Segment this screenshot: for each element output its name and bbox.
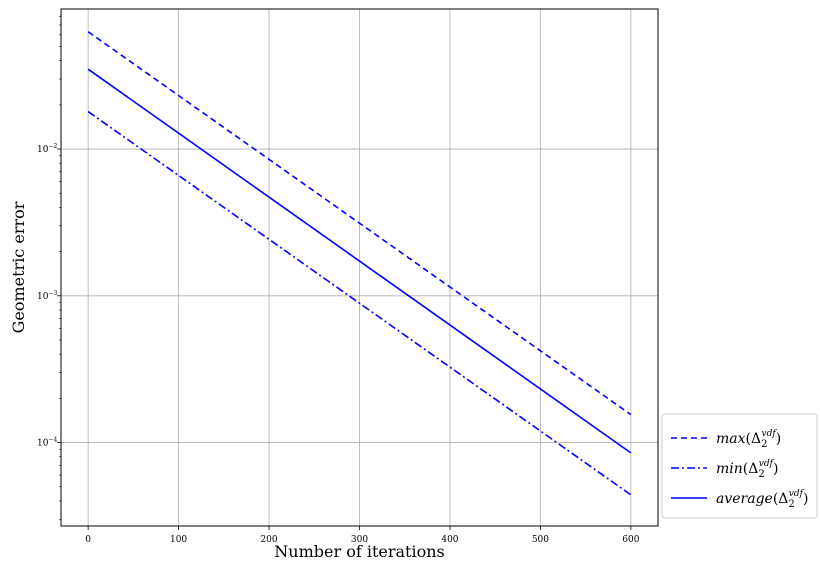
x-tick-label: 400 — [441, 535, 458, 545]
legend-subscript: 2 — [788, 499, 794, 510]
legend-entry: min(Δ2vdf) — [716, 459, 778, 480]
x-tick-label: 300 — [351, 535, 368, 545]
y-tick-base: 10 — [37, 292, 49, 302]
legend-superscript: vdf — [789, 489, 805, 499]
y-tick-label: 10−2 — [37, 143, 57, 155]
x-tick-label: 0 — [85, 535, 91, 545]
legend-subscript: 2 — [758, 469, 764, 480]
series-lines — [87, 31, 632, 496]
legend-fn: max — [716, 431, 746, 447]
x-tick-label: 500 — [532, 535, 549, 545]
y-tick-exponent: −4 — [48, 437, 57, 444]
x-axis-ticks: 0 100 200 300 400 500 600 — [85, 526, 640, 545]
y-axis-ticks: 10−210−310−4 — [37, 16, 61, 520]
y-tick-exponent: −2 — [48, 143, 57, 150]
legend-paren: ( — [773, 491, 778, 507]
legend-paren: ) — [776, 431, 781, 447]
legend-paren: ( — [743, 461, 748, 477]
legend-fn: average — [716, 491, 773, 507]
legend-symbol: Δ — [751, 431, 761, 447]
y-tick-base: 10 — [37, 145, 49, 155]
legend-paren: ) — [803, 491, 808, 507]
legend-paren: ( — [746, 431, 751, 447]
series-line-average — [87, 68, 632, 454]
series-line-min — [87, 110, 632, 496]
y-tick-label: 10−3 — [37, 290, 57, 302]
legend-superscript: vdf — [762, 429, 778, 439]
y-tick-exponent: −3 — [48, 290, 57, 297]
x-tick-label: 200 — [260, 535, 277, 545]
legend: max(Δ2vdf)min(Δ2vdf)average(Δ2vdf) — [661, 413, 818, 519]
legend-entry: average(Δ2vdf) — [716, 489, 808, 510]
legend-symbol: Δ — [748, 461, 758, 477]
series-line-max — [87, 31, 632, 416]
x-axis-label: Number of iterations — [274, 542, 444, 561]
y-tick-label: 10−4 — [37, 437, 57, 449]
legend-entry: max(Δ2vdf) — [716, 429, 781, 450]
legend-superscript: vdf — [759, 459, 775, 469]
x-tick-label: 600 — [622, 535, 639, 545]
y-axis-label: Geometric error — [9, 201, 28, 333]
grid — [61, 9, 658, 526]
x-tick-label: 100 — [170, 535, 187, 545]
y-tick-base: 10 — [37, 439, 49, 449]
legend-fn: min — [716, 461, 743, 477]
legend-subscript: 2 — [761, 439, 767, 450]
legend-box — [661, 413, 818, 519]
legend-paren: ) — [773, 461, 778, 477]
legend-symbol: Δ — [778, 491, 788, 507]
